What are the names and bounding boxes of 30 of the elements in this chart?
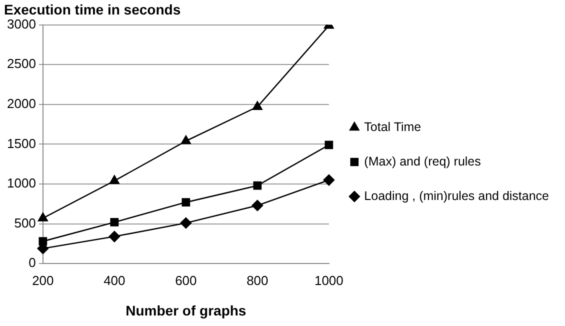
point [324, 140, 334, 150]
y-tick-label: 2500 [7, 56, 36, 72]
x-axis-title: Number of graphs [126, 302, 246, 318]
point [252, 101, 262, 110]
y-tick-label: 0 [28, 255, 36, 270]
x-tick-label: 400 [104, 272, 126, 288]
point [253, 181, 262, 190]
y-tick-label: 500 [14, 215, 36, 230]
x-tick-label: 1000 [314, 272, 344, 288]
y-tick-label: 1000 [7, 176, 36, 191]
point [252, 200, 264, 212]
point [38, 237, 48, 246]
point [180, 217, 192, 229]
legend-label: (Max) and (req) rules [364, 154, 481, 168]
point [38, 212, 48, 222]
point [110, 218, 119, 226]
x-tick-label: 600 [175, 272, 197, 288]
point [108, 230, 120, 242]
x-tick-label: 200 [32, 272, 54, 288]
point [180, 135, 191, 144]
point [109, 175, 120, 184]
y-tick-label: 2000 [7, 96, 36, 111]
chart-title: Execution time in seconds [4, 1, 181, 18]
x-tick-label: 800 [246, 272, 268, 288]
point [323, 174, 335, 186]
legend-label: Total Time [364, 120, 422, 134]
legend-label: Loading , (min)rules and distance [364, 188, 550, 203]
y-tick-label: 1500 [7, 136, 36, 151]
point [182, 198, 190, 206]
y-tick-label: 3000 [7, 16, 36, 32]
